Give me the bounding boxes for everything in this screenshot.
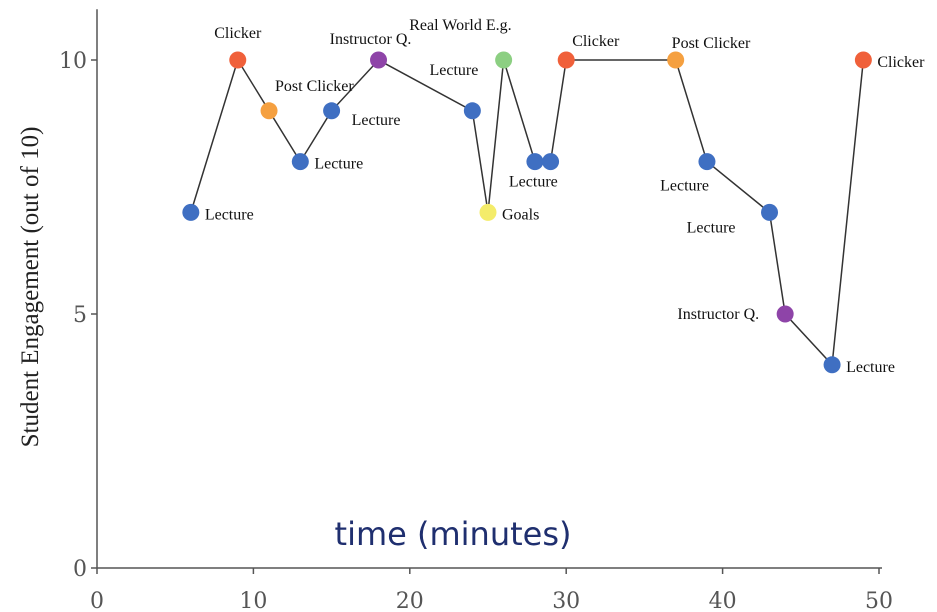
point-label: Clicker [877, 54, 925, 71]
data-point [776, 305, 794, 323]
x-tick-label: 0 [90, 589, 104, 612]
point-labels: Lecture Clicker Post Clicker Lecture Lecture… [205, 17, 925, 376]
data-point [323, 102, 341, 120]
axes [96, 9, 882, 569]
data-point [698, 153, 716, 171]
x-tick-label: 30 [552, 589, 580, 612]
data-point [542, 153, 560, 171]
point-label: Clicker [572, 33, 620, 50]
x-axis-title: time (minutes) [335, 515, 572, 553]
y-tick-label: 0 [73, 557, 87, 582]
data-point [291, 153, 309, 171]
y-axis-title: Student Engagement (out of 10) [17, 127, 44, 448]
x-tick-label: 10 [239, 589, 267, 612]
point-label: Lecture [352, 112, 401, 129]
data-point [823, 356, 841, 374]
point-label: Post Clicker [672, 35, 751, 52]
point-label: Real World E.g. [409, 17, 511, 34]
data-point [526, 153, 544, 171]
point-label: Lecture [314, 156, 363, 173]
point-label: Lecture [205, 206, 254, 223]
x-tick-label: 50 [865, 589, 893, 612]
data-point [229, 51, 247, 69]
data-point [761, 203, 779, 221]
tick-labels: 0 10 20 30 40 50 0 5 10 [59, 49, 893, 612]
point-label: Instructor Q. [677, 306, 759, 323]
x-tick-label: 20 [396, 589, 424, 612]
point-label: Lecture [846, 359, 895, 376]
point-label: Lecture [660, 178, 709, 195]
data-point [463, 102, 481, 120]
data-point [557, 51, 575, 69]
point-label: Lecture [509, 174, 558, 191]
data-point [854, 51, 872, 69]
point-label: Clicker [214, 25, 262, 42]
series-line [190, 58, 865, 367]
point-label: Lecture [687, 219, 736, 236]
point-label: Lecture [430, 62, 479, 79]
point-label: Post Clicker [275, 78, 354, 95]
data-point [260, 102, 278, 120]
data-point [370, 51, 388, 69]
data-point [182, 203, 200, 221]
x-tick-label: 40 [709, 589, 737, 612]
data-point [667, 51, 685, 69]
data-point [495, 51, 513, 69]
point-label: Instructor Q. [330, 31, 412, 48]
y-tick-label: 10 [59, 49, 87, 74]
data-point [479, 203, 497, 221]
point-label: Goals [502, 206, 539, 223]
data-points [182, 51, 872, 374]
y-tick-label: 5 [73, 303, 87, 328]
